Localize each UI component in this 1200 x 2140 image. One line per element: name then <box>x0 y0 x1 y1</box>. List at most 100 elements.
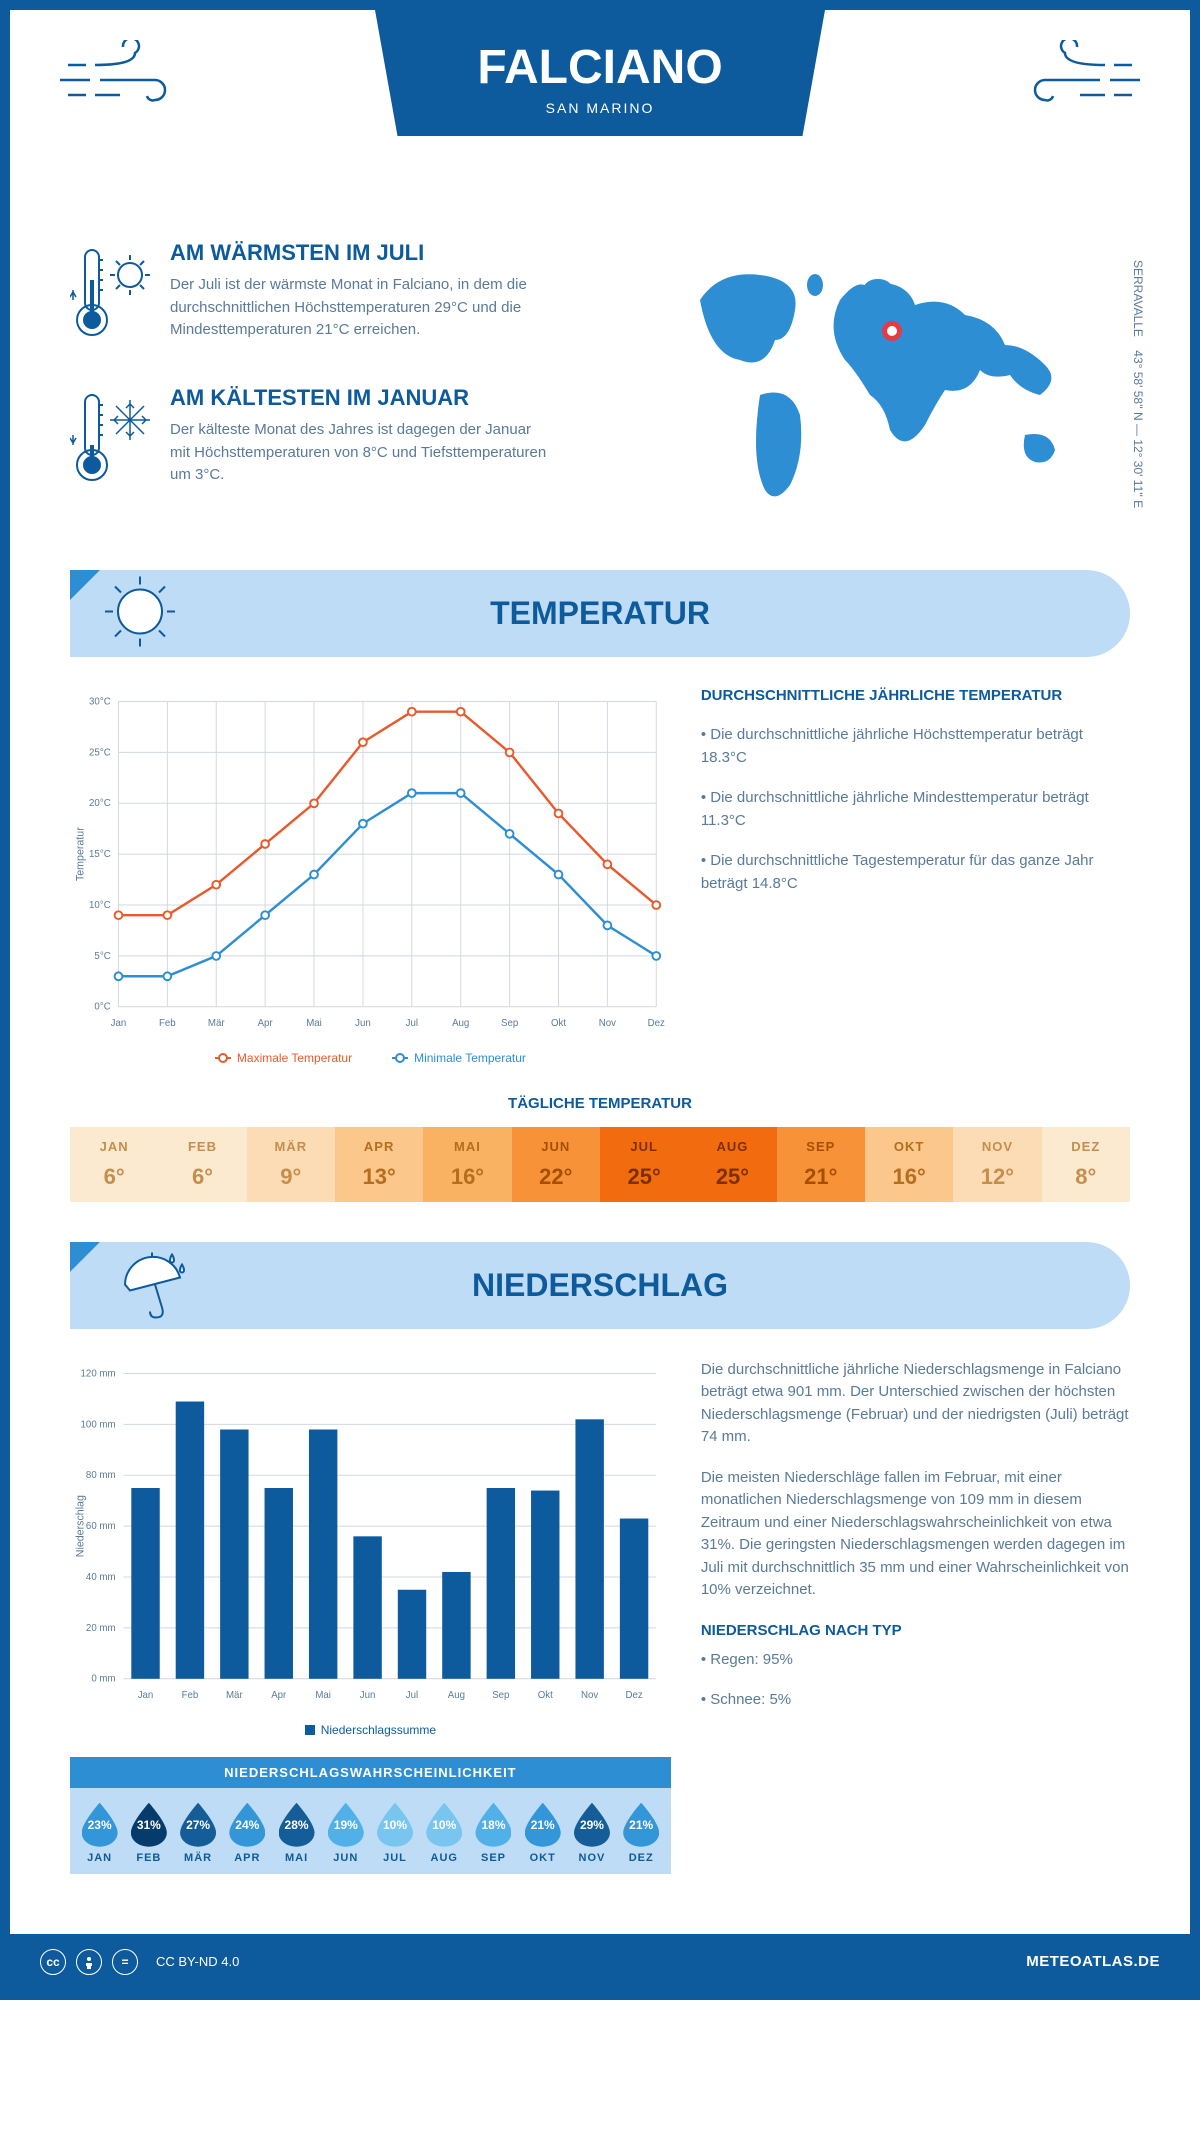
svg-text:Jul: Jul <box>406 1018 418 1029</box>
svg-text:Feb: Feb <box>182 1690 199 1701</box>
source-text: METEOATLAS.DE <box>1026 1953 1160 1970</box>
prob-cell: 31%FEB <box>124 1803 173 1864</box>
prob-cell: 21%OKT <box>518 1803 567 1864</box>
coldest-text: Der kälteste Monat des Jahres ist dagege… <box>170 419 550 487</box>
svg-text:Jun: Jun <box>360 1690 376 1701</box>
svg-text:Jan: Jan <box>111 1018 127 1029</box>
svg-text:Apr: Apr <box>271 1690 287 1701</box>
svg-text:40 mm: 40 mm <box>86 1572 116 1583</box>
svg-text:15°C: 15°C <box>89 849 111 860</box>
svg-text:0°C: 0°C <box>94 1002 110 1013</box>
prob-cell: 28%MAI <box>272 1803 321 1864</box>
svg-text:Mai: Mai <box>306 1018 322 1029</box>
prob-cell: 21%DEZ <box>617 1803 666 1864</box>
svg-text:10°C: 10°C <box>89 900 111 911</box>
svg-text:25°C: 25°C <box>89 747 111 758</box>
title-banner: FALCIANO SAN MARINO <box>375 10 825 136</box>
temp-info-title: DURCHSCHNITTLICHE JÄHRLICHE TEMPERATUR <box>701 687 1130 704</box>
umbrella-icon <box>110 1243 190 1328</box>
svg-text:Dez: Dez <box>648 1018 665 1029</box>
svg-text:Mai: Mai <box>315 1690 331 1701</box>
svg-text:20 mm: 20 mm <box>86 1623 116 1634</box>
country-name: SAN MARINO <box>395 100 805 116</box>
cc-nd-icon: = <box>112 1949 138 1975</box>
prob-cell: 10%JUL <box>370 1803 419 1864</box>
cc-by-icon <box>76 1949 102 1975</box>
cc-icon: cc <box>40 1949 66 1975</box>
daily-cell: OKT16° <box>865 1127 953 1202</box>
svg-text:Dez: Dez <box>625 1690 642 1701</box>
svg-text:100 mm: 100 mm <box>81 1419 116 1430</box>
precip-type-title: NIEDERSCHLAG NACH TYP <box>701 1622 1130 1639</box>
daily-temp-cells: JAN6°FEB6°MÄR9°APR13°MAI16°JUN22°JUL25°A… <box>70 1127 1130 1202</box>
svg-text:Feb: Feb <box>159 1018 176 1029</box>
svg-text:Temperatur: Temperatur <box>75 827 87 881</box>
temp-section-title: TEMPERATUR <box>90 595 1110 632</box>
svg-text:60 mm: 60 mm <box>86 1521 116 1532</box>
svg-text:Okt: Okt <box>538 1690 553 1701</box>
svg-text:Nov: Nov <box>599 1018 616 1029</box>
daily-cell: NOV12° <box>953 1127 1041 1202</box>
wind-icon-left <box>60 40 180 120</box>
svg-text:Aug: Aug <box>448 1690 465 1701</box>
prob-cell: 29%NOV <box>567 1803 616 1864</box>
svg-text:5°C: 5°C <box>94 951 110 962</box>
coldest-fact: AM KÄLTESTEN IM JANUAR Der kälteste Mona… <box>70 385 660 500</box>
prob-cell: 23%JAN <box>75 1803 124 1864</box>
precip-para-2: Die meisten Niederschläge fallen im Febr… <box>701 1467 1130 1602</box>
svg-text:20°C: 20°C <box>89 798 111 809</box>
prob-cell: 10%AUG <box>420 1803 469 1864</box>
daily-cell: JUN22° <box>512 1127 600 1202</box>
svg-text:Okt: Okt <box>551 1018 566 1029</box>
daily-cell: MAI16° <box>423 1127 511 1202</box>
header: FALCIANO SAN MARINO <box>10 10 1190 210</box>
prob-cell: 18%SEP <box>469 1803 518 1864</box>
daily-cell: SEP21° <box>777 1127 865 1202</box>
daily-cell: DEZ8° <box>1042 1127 1130 1202</box>
city-name: FALCIANO <box>395 40 805 95</box>
svg-text:Apr: Apr <box>258 1018 274 1029</box>
coldest-title: AM KÄLTESTEN IM JANUAR <box>170 385 550 411</box>
warmest-fact: AM WÄRMSTEN IM JULI Der Juli ist der wär… <box>70 240 660 355</box>
prob-cell: 24%APR <box>223 1803 272 1864</box>
precipitation-bar-chart: 0 mm20 mm40 mm60 mm80 mm100 mm120 mmJanF… <box>70 1359 671 1737</box>
temp-bullet-3: • Die durchschnittliche Tagestemperatur … <box>701 850 1130 895</box>
svg-text:Sep: Sep <box>492 1690 509 1701</box>
temp-bullet-1: • Die durchschnittliche jährliche Höchst… <box>701 724 1130 769</box>
svg-text:30°C: 30°C <box>89 696 111 707</box>
daily-cell: FEB6° <box>158 1127 246 1202</box>
daily-cell: MÄR9° <box>247 1127 335 1202</box>
temperature-line-chart: 0°C5°C10°C15°C20°C25°C30°CJanFebMärAprMa… <box>70 687 671 1065</box>
svg-text:Mär: Mär <box>226 1690 243 1701</box>
daily-cell: JUL25° <box>600 1127 688 1202</box>
daily-cell: JAN6° <box>70 1127 158 1202</box>
prob-title-banner: NIEDERSCHLAGSWAHRSCHEINLICHKEIT <box>70 1757 671 1788</box>
svg-text:0 mm: 0 mm <box>91 1674 115 1685</box>
svg-text:Aug: Aug <box>452 1018 469 1029</box>
precip-type-rain: • Regen: 95% <box>701 1649 1130 1672</box>
svg-text:Jul: Jul <box>406 1690 418 1701</box>
svg-text:Nov: Nov <box>581 1690 598 1701</box>
legend-min: Minimale Temperatur <box>392 1051 526 1065</box>
svg-text:Jan: Jan <box>138 1690 154 1701</box>
thermo-hot-icon <box>70 240 170 355</box>
temp-bullet-2: • Die durchschnittliche jährliche Mindes… <box>701 787 1130 832</box>
license-text: CC BY-ND 4.0 <box>156 1954 239 1969</box>
daily-cell: APR13° <box>335 1127 423 1202</box>
footer: cc = CC BY-ND 4.0 METEOATLAS.DE <box>10 1934 1190 1990</box>
legend-precip: Niederschlagssumme <box>305 1723 436 1737</box>
world-map <box>660 240 1130 520</box>
precip-section-banner: NIEDERSCHLAG <box>70 1242 1130 1329</box>
precip-para-1: Die durchschnittliche jährliche Niedersc… <box>701 1359 1130 1449</box>
precip-section-title: NIEDERSCHLAG <box>90 1267 1110 1304</box>
world-map-container: SERRAVALLE 43° 58' 58'' N — 12° 30' 11''… <box>660 240 1130 530</box>
svg-text:Sep: Sep <box>501 1018 518 1029</box>
warmest-title: AM WÄRMSTEN IM JULI <box>170 240 550 266</box>
wind-icon-right <box>1020 40 1140 120</box>
svg-text:120 mm: 120 mm <box>81 1368 116 1379</box>
svg-text:Jun: Jun <box>355 1018 371 1029</box>
precip-type-snow: • Schnee: 5% <box>701 1689 1130 1712</box>
coordinates: SERRAVALLE 43° 58' 58'' N — 12° 30' 11''… <box>1131 260 1145 508</box>
legend-max: Maximale Temperatur <box>215 1051 352 1065</box>
probability-drops: 23%JAN31%FEB27%MÄR24%APR28%MAI19%JUN10%J… <box>70 1788 671 1874</box>
